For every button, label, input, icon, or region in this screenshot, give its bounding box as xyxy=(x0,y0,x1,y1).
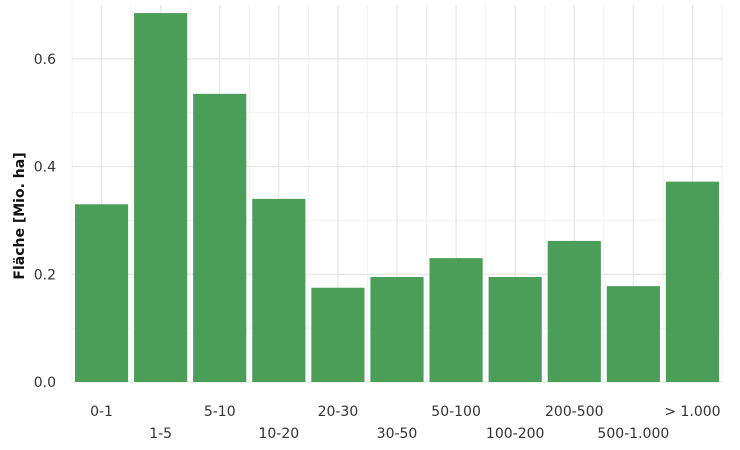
y-tick-label: 0.2 xyxy=(34,267,56,283)
x-tick-label: 100-200 xyxy=(486,426,545,442)
bar-10 xyxy=(665,181,720,382)
x-tick-label: 200-500 xyxy=(545,404,604,420)
bars xyxy=(74,13,720,382)
x-tick-label: 1-5 xyxy=(149,426,172,442)
bar-8 xyxy=(547,240,601,382)
y-axis-title: Fläche [Mio. ha] xyxy=(12,152,28,279)
bar-0 xyxy=(74,204,129,382)
bar-4 xyxy=(311,287,365,382)
x-tick-label: 10-20 xyxy=(258,426,299,442)
x-tick-label: > 1.000 xyxy=(664,404,720,420)
x-tick-label: 5-10 xyxy=(204,404,236,420)
x-tick-label: 500-1.000 xyxy=(597,426,669,442)
bar-3 xyxy=(252,198,306,382)
bar-6 xyxy=(429,258,483,382)
x-tick-label: 50-100 xyxy=(431,404,481,420)
y-tick-label: 0.0 xyxy=(34,375,56,391)
x-tick-label: 0-1 xyxy=(90,404,113,420)
y-tick-label: 0.4 xyxy=(34,160,56,176)
bar-5 xyxy=(370,276,424,382)
x-tick-label: 20-30 xyxy=(318,404,359,420)
y-tick-label: 0.6 xyxy=(34,52,56,68)
x-tick-label: 30-50 xyxy=(377,426,418,442)
bar-7 xyxy=(488,276,542,382)
bar-2 xyxy=(193,93,247,382)
bar-1 xyxy=(134,13,188,382)
y-axis-ticks: 0.0 0.2 0.4 0.6 xyxy=(34,52,56,391)
bar-9 xyxy=(606,286,660,382)
x-axis-ticks: 0-1 1-5 5-10 10-20 20-30 30-50 50-100 100-20020… xyxy=(90,404,720,442)
